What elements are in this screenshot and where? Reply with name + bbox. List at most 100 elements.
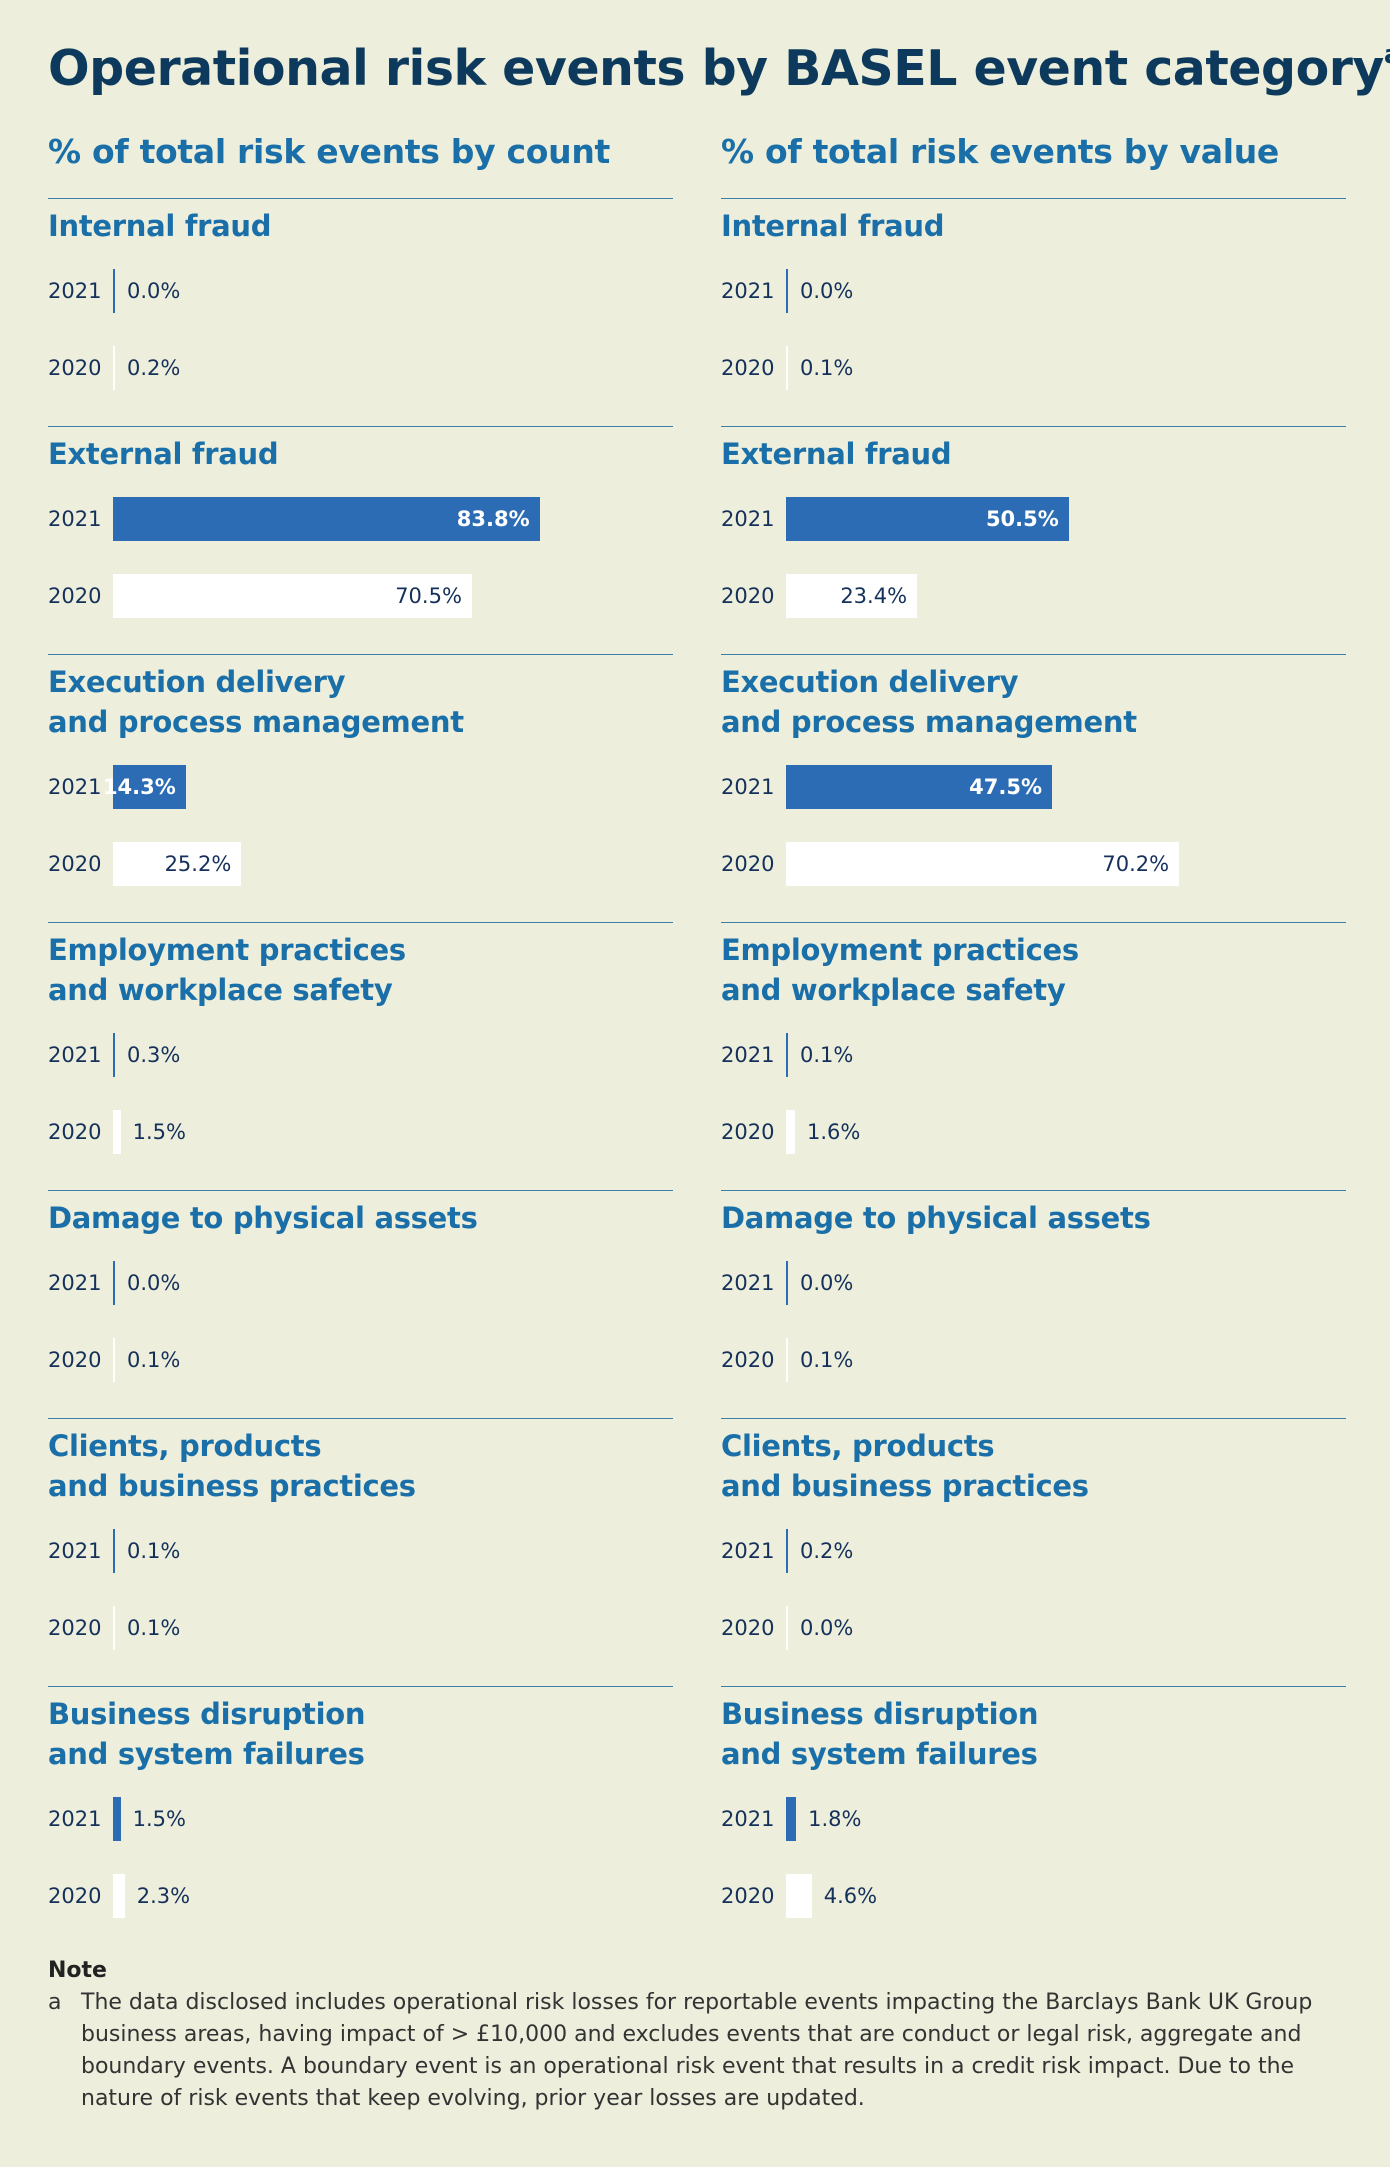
- bar-row: 2021 14.3%: [48, 749, 673, 826]
- series-label: 2021: [721, 775, 775, 799]
- bar-row: 2020 0.1%: [721, 1322, 1346, 1399]
- bar: [113, 1033, 115, 1077]
- bar-row: 2020 0.1%: [48, 1590, 673, 1667]
- bar: [786, 1529, 788, 1573]
- value-label: 0.2%: [800, 1539, 854, 1563]
- value-label: 1.5%: [132, 1120, 186, 1144]
- value-label: 70.2%: [1102, 852, 1170, 876]
- bar: [786, 1033, 788, 1077]
- category-group: Employment practices and workplace safet…: [48, 922, 673, 1190]
- category-group: External fraud 2021 83.8% 2020 70.5%: [48, 426, 673, 654]
- category-group: Employment practices and workplace safet…: [721, 922, 1346, 1190]
- bar: [113, 1606, 115, 1650]
- series-label: 2021: [48, 1043, 102, 1067]
- series-label: 2021: [721, 507, 775, 531]
- series-label: 2021: [48, 1807, 102, 1831]
- series-label: 2020: [721, 584, 775, 608]
- series-label: 2020: [48, 356, 102, 380]
- bar: [786, 842, 1180, 886]
- series-label: 2020: [721, 1348, 775, 1372]
- bar: [786, 1874, 812, 1918]
- bar: [786, 1338, 788, 1382]
- series-label: 2020: [48, 1120, 102, 1144]
- title-text: Operational risk events by BASEL event c…: [48, 40, 1384, 97]
- series-label: 2020: [721, 852, 775, 876]
- series-label: 2021: [48, 1271, 102, 1295]
- value-label: 4.6%: [823, 1884, 878, 1908]
- panel-title: % of total risk events by value: [721, 132, 1279, 171]
- value-label: 2.3%: [136, 1884, 191, 1908]
- bar: [113, 842, 242, 886]
- bar-row: 2021 0.2%: [721, 1513, 1346, 1590]
- category-group: Clients, products and business practices…: [48, 1418, 673, 1686]
- bar: [786, 497, 1069, 541]
- value-label: 0.1%: [800, 1348, 854, 1372]
- title-marker: a: [1384, 40, 1390, 70]
- value-label: 0.0%: [127, 279, 181, 303]
- series-label: 2021: [721, 1271, 775, 1295]
- bar-row: 2021 1.8%: [721, 1781, 1346, 1858]
- bar: [113, 269, 115, 313]
- bar-row: 2020 1.5%: [48, 1094, 673, 1171]
- value-label: 0.0%: [800, 279, 854, 303]
- note-marker: a: [48, 1990, 62, 2015]
- bar-row: 2021 0.3%: [48, 1017, 673, 1094]
- bar-row: 2021 0.0%: [721, 1245, 1346, 1322]
- category-group: Internal fraud 2021 0.0% 2020 0.2%: [48, 198, 673, 426]
- value-label: 83.8%: [456, 507, 530, 531]
- category-group: Business disruption and system failures 2…: [48, 1686, 673, 1954]
- bar-row: 2021 1.5%: [48, 1781, 673, 1858]
- bar: [786, 574, 918, 618]
- series-label: 2021: [721, 1043, 775, 1067]
- category-label: Business disruption and system failures: [721, 1697, 1039, 1771]
- series-label: 2020: [48, 1348, 102, 1372]
- bar: [113, 1874, 125, 1918]
- bar: [786, 346, 788, 390]
- series-label: 2021: [48, 279, 102, 303]
- value-label: 50.5%: [985, 507, 1059, 531]
- series-label: 2020: [721, 356, 775, 380]
- bar: [786, 765, 1052, 809]
- bar-row: 2020 23.4%: [721, 558, 1346, 635]
- value-label: 0.1%: [127, 1539, 181, 1563]
- category-group: Internal fraud 2021 0.0% 2020 0.1%: [721, 198, 1346, 426]
- series-label: 2020: [48, 1884, 102, 1908]
- note-text: The data disclosed includes operational …: [81, 1990, 1313, 2111]
- bar: [786, 1261, 788, 1305]
- category-label: Execution delivery and process managemen…: [48, 665, 464, 739]
- series-label: 2020: [48, 852, 102, 876]
- bar: [786, 269, 788, 313]
- value-label: 0.1%: [127, 1616, 181, 1640]
- series-label: 2020: [721, 1120, 775, 1144]
- category-group: Business disruption and system failures 2…: [721, 1686, 1346, 1954]
- category-group: Clients, products and business practices…: [721, 1418, 1346, 1686]
- bar-row: 2021 0.1%: [721, 1017, 1346, 1094]
- value-label: 0.1%: [800, 1043, 854, 1067]
- category-label: Internal fraud: [48, 209, 272, 243]
- panel: % of total risk events by value Internal …: [721, 128, 1346, 1954]
- category-group: External fraud 2021 50.5% 2020 23.4%: [721, 426, 1346, 654]
- note: Note a The data disclosed includes operat…: [48, 1955, 1348, 2115]
- value-label: 0.1%: [800, 356, 854, 380]
- bar-row: 2020 0.1%: [721, 330, 1346, 407]
- bar-row: 2020 70.2%: [721, 826, 1346, 903]
- bar: [786, 1797, 797, 1841]
- bar-row: 2020 0.2%: [48, 330, 673, 407]
- note-body: a The data disclosed includes operational…: [48, 1987, 1348, 2115]
- bar-row: 2020 0.1%: [48, 1322, 673, 1399]
- bar-row: 2020 4.6%: [721, 1858, 1346, 1935]
- category-label: Employment practices and workplace safet…: [48, 933, 406, 1007]
- bar-row: 2020 0.0%: [721, 1590, 1346, 1667]
- bar: [786, 1110, 795, 1154]
- bar: [113, 1797, 121, 1841]
- bar: [113, 574, 472, 618]
- category-group: Execution delivery and process managemen…: [48, 654, 673, 922]
- value-label: 0.3%: [127, 1043, 181, 1067]
- category-label: Damage to physical assets: [48, 1201, 478, 1235]
- category-label: Employment practices and workplace safet…: [721, 933, 1079, 1007]
- value-label: 0.0%: [800, 1616, 854, 1640]
- value-label: 1.8%: [808, 1807, 862, 1831]
- series-label: 2020: [721, 1884, 775, 1908]
- bar-row: 2020 25.2%: [48, 826, 673, 903]
- series-label: 2021: [48, 1539, 102, 1563]
